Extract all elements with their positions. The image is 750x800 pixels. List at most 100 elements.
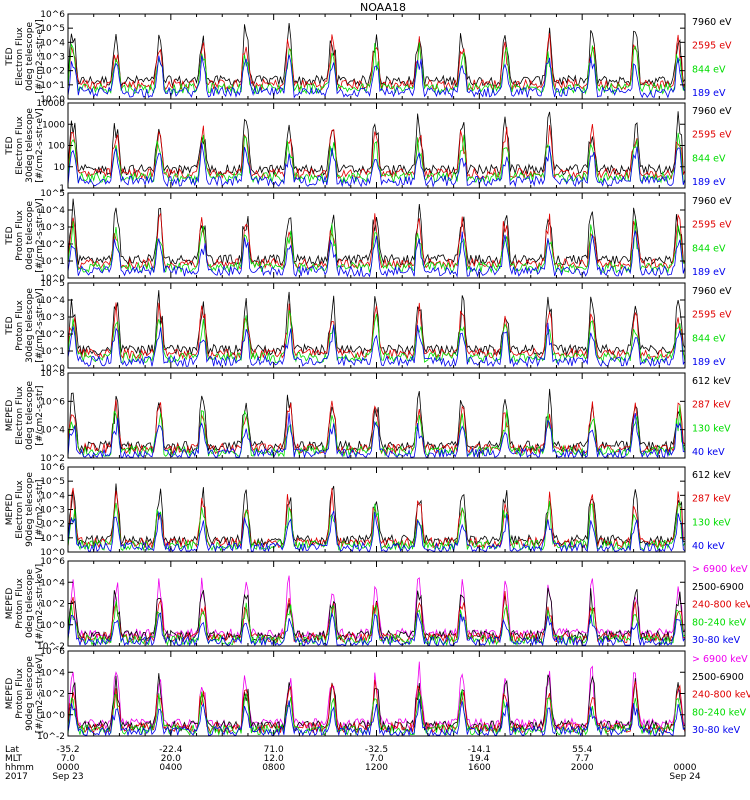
y-axis-label: [#/cm2-s-str-eV]: [35, 288, 45, 363]
legend-entry: 130 keV: [692, 517, 731, 528]
y-tick-label: 10^5: [40, 24, 65, 34]
y-axis-label: 0deg telescope: [25, 22, 35, 92]
legend-entry: 189 eV: [692, 267, 726, 278]
y-axis-label: Electron Flux: [15, 27, 25, 86]
y-axis-label: [#/cm2-s-str]: [35, 385, 45, 445]
y-tick-label: 10^3: [40, 506, 65, 516]
series-line: [68, 310, 685, 364]
legend-entry: 2595 eV: [692, 130, 732, 141]
legend-entry: 2595 eV: [692, 310, 732, 321]
x-tick-label: 19.4: [469, 754, 489, 764]
y-axis-label: Proton Flux: [15, 300, 25, 351]
legend-entry: 130 keV: [692, 423, 731, 434]
y-axis-label: TED: [5, 136, 15, 155]
x-tick-label: 0800: [262, 763, 285, 773]
y-axis-label: Electron Flux: [15, 480, 25, 539]
x-tick-label: -22.4: [159, 745, 183, 755]
x-tick-label: -14.1: [468, 745, 491, 755]
y-axis-label: 90deg telescope: [25, 472, 35, 547]
legend-entry: 2595 eV: [692, 220, 732, 231]
legend-entry: 287 keV: [692, 400, 731, 411]
y-axis-label: [#/cm2-s-str-eV]: [35, 198, 45, 273]
x-tick-label: 0000: [674, 763, 697, 773]
y-tick-label: 10^4: [40, 578, 65, 588]
legend-entry: 80-240 keV: [692, 707, 747, 718]
legend-entry: 7960 eV: [692, 17, 732, 28]
y-tick-label: 10^5: [40, 279, 65, 289]
x-tick-label: Sep 24: [669, 772, 701, 782]
x-tick-label: 7.0: [369, 754, 384, 764]
y-tick-label: 10^0: [40, 711, 65, 721]
series-line: [68, 218, 685, 274]
panel-3: 10^0 10^1 10^2 10^3 10^4 10^5 TED Proton Flux 0d…: [5, 189, 732, 284]
y-axis-label: Electron Flux: [15, 386, 25, 445]
panel-1-series: [68, 22, 685, 99]
x-row-label: MLT: [5, 754, 23, 764]
y-tick-label: 10^6: [40, 10, 65, 20]
x-tick-label: 2000: [571, 763, 594, 773]
y-tick-label: 10^6: [40, 463, 65, 473]
y-axis-label: 30deg telescope: [25, 288, 35, 363]
y-tick-label: 10^4: [40, 426, 65, 436]
legend-entry: 189 eV: [692, 177, 726, 188]
y-tick-label: 10^4: [40, 668, 65, 678]
legend-entry: > 6900 keV: [692, 654, 748, 665]
series-line: [68, 142, 685, 188]
x-row-label: hhmm: [5, 763, 34, 773]
legend-entry: 7960 eV: [692, 286, 732, 297]
y-axis-label: [#/cm2-s-str-eV]: [35, 19, 45, 94]
series-line: [68, 412, 685, 458]
series-line: [68, 124, 685, 181]
y-tick-label: 10^-2: [37, 642, 65, 652]
panel-2-series: [68, 111, 685, 188]
x-tick-label: 0000: [57, 763, 80, 773]
y-tick-label: 10^2: [40, 330, 65, 340]
y-tick-label: 10^6: [40, 557, 65, 567]
y-tick-label: 10^0: [40, 95, 65, 105]
x-tick-label: 7.7: [575, 754, 589, 764]
panel-frame: [67, 13, 686, 100]
legend-entry: 40 keV: [692, 541, 725, 552]
panels: 10^0 10^1 10^2 10^3 10^4 10^5 10^6 TED Electron …: [5, 10, 750, 742]
y-axis-label: Proton Flux: [15, 578, 25, 629]
y-axis-label: 30deg telescope: [25, 108, 35, 183]
y-axis-label: 90deg telescope: [25, 656, 35, 731]
y-tick-label: 10^5: [40, 189, 65, 199]
legend-entry: 40 keV: [692, 447, 725, 458]
y-tick-label: 10^4: [40, 491, 65, 501]
x-tick-label: 0400: [159, 763, 182, 773]
panel-6: 10^0 10^1 10^2 10^3 10^4 10^5 10^6 MEPED Electro…: [5, 463, 731, 558]
y-tick-label: 10^1: [40, 81, 65, 91]
legend-entry: 240-800 keV: [692, 690, 750, 701]
legend-entry: 189 eV: [692, 357, 726, 368]
legend-entry: 612 keV: [692, 376, 731, 387]
legend-entry: > 6900 keV: [692, 564, 748, 575]
legend-entry: 7960 eV: [692, 106, 732, 117]
x-tick-label: -35.2: [56, 745, 79, 755]
series-line: [68, 698, 685, 736]
panel-frame: [67, 466, 686, 553]
y-tick-label: 10^2: [40, 520, 65, 530]
legend-entry: 844 eV: [692, 153, 726, 164]
y-tick-label: 10^4: [40, 38, 65, 48]
series-line: [68, 213, 685, 270]
series-line: [68, 399, 685, 455]
panel-5: 10^2 10^4 10^6 10^8 MEPED Electron Flux 0deg t…: [5, 369, 731, 464]
y-axis-label: MEPED: [5, 678, 15, 710]
x-row-label: Lat: [5, 745, 20, 755]
legend-entry: 30-80 keV: [692, 635, 741, 646]
legend-entry: 189 eV: [692, 88, 726, 99]
y-tick-label: 10^2: [40, 240, 65, 250]
panel-4-series: [68, 290, 685, 368]
y-axis-label: [#/cm2-s-str-keV]: [35, 654, 45, 733]
y-axis-label: MEPED: [5, 494, 15, 526]
series-line: [68, 22, 685, 88]
y-tick-label: 10^2: [40, 454, 65, 464]
series-line: [68, 510, 685, 552]
y-tick-label: 10^6: [40, 397, 65, 407]
series-line: [68, 42, 685, 95]
x-tick-label: 1600: [468, 763, 491, 773]
y-axis-label: Proton Flux: [15, 668, 25, 719]
